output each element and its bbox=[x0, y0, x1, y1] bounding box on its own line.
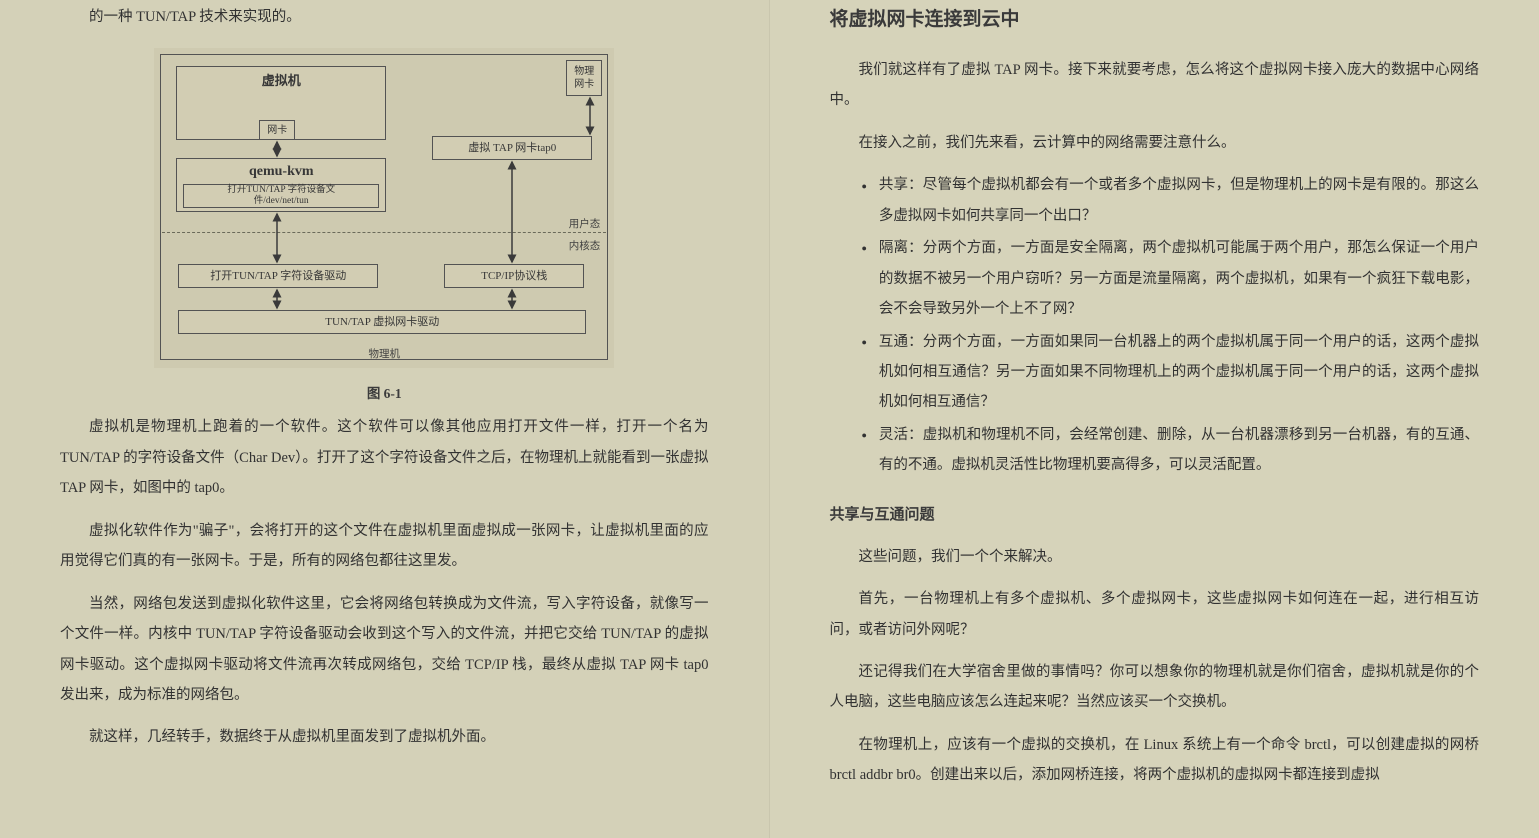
tap-nic-box: 虚拟 TAP 网卡tap0 bbox=[432, 136, 592, 160]
vm-nic-box: 网卡 bbox=[259, 120, 295, 140]
tcpip-box: TCP/IP协议栈 bbox=[444, 264, 584, 288]
figure-caption: 图 6-1 bbox=[154, 382, 614, 402]
right-p4: 首先，一台物理机上有多个虚拟机、多个虚拟网卡，这些虚拟网卡如何连在一起，进行相互… bbox=[830, 584, 1480, 645]
left-p3: 当然，网络包发送到虚拟化软件这里，它会将网络包转换成为文件流，写入字符设备，就像… bbox=[60, 589, 709, 711]
outer-label: 物理机 bbox=[154, 346, 614, 361]
left-p4: 就这样，几经转手，数据终于从虚拟机里面发到了虚拟机外面。 bbox=[60, 722, 709, 752]
right-p2: 在接入之前，我们先来看，云计算中的网络需要注意什么。 bbox=[830, 128, 1480, 158]
left-page: 的一种 TUN/TAP 技术来实现的。 物理网卡 虚拟机 网卡 qemu-kvm… bbox=[0, 0, 770, 838]
left-p2: 虚拟化软件作为"骗子"，会将打开的这个文件在虚拟机里面虚拟成一张网卡，让虚拟机里… bbox=[60, 516, 709, 577]
right-p5: 还记得我们在大学宿舍里做的事情吗？你可以想象你的物理机就是你们宿舍，虚拟机就是你… bbox=[830, 657, 1480, 718]
right-p1: 我们就这样有了虚拟 TAP 网卡。接下来就要考虑，怎么将这个虚拟网卡接入庞大的数… bbox=[830, 55, 1480, 116]
bullet-connect: 互通：分两个方面，一方面如果同一台机器上的两个虚拟机属于同一个用户的话，这两个虚… bbox=[862, 327, 1480, 418]
qemu-box: qemu-kvm 打开TUN/TAP 字符设备文件/dev/net/tun bbox=[176, 158, 386, 212]
bullet-flexible: 灵活：虚拟机和物理机不同，会经常创建、删除，从一台机器漂移到另一台机器，有的互通… bbox=[862, 420, 1480, 481]
bullet-isolate: 隔离：分两个方面，一方面是安全隔离，两个虚拟机可能属于两个用户，那怎么保证一个用… bbox=[862, 233, 1480, 324]
kernel-mode-label: 内核态 bbox=[569, 238, 601, 253]
diagram-wrapper: 物理网卡 虚拟机 网卡 qemu-kvm 打开TUN/TAP 字符设备文件/de… bbox=[154, 48, 614, 402]
subsection-title: 共享与互通问题 bbox=[830, 503, 1480, 524]
section-title: 将虚拟网卡连接到云中 bbox=[830, 4, 1480, 31]
right-page: 将虚拟网卡连接到云中 我们就这样有了虚拟 TAP 网卡。接下来就要考虑，怎么将这… bbox=[770, 0, 1539, 838]
left-p1: 虚拟机是物理机上跑着的一个软件。这个软件可以像其他应用打开文件一样，打开一个名为… bbox=[60, 412, 709, 503]
phys-nic-box: 物理网卡 bbox=[566, 60, 602, 96]
bullet-share: 共享：尽管每个虚拟机都会有一个或者多个虚拟网卡，但是物理机上的网卡是有限的。那这… bbox=[862, 170, 1480, 231]
tun-nic-driver-box: TUN/TAP 虚拟网卡驱动 bbox=[178, 310, 586, 334]
tun-char-driver-box: 打开TUN/TAP 字符设备驱动 bbox=[178, 264, 378, 288]
right-p6: 在物理机上，应该有一个虚拟的交换机，在 Linux 系统上有一个命令 brctl… bbox=[830, 730, 1480, 791]
right-p3: 这些问题，我们一个个来解决。 bbox=[830, 542, 1480, 572]
figure-6-1: 物理网卡 虚拟机 网卡 qemu-kvm 打开TUN/TAP 字符设备文件/de… bbox=[154, 48, 614, 368]
user-mode-label: 用户态 bbox=[569, 216, 601, 231]
intro-text: 的一种 TUN/TAP 技术来实现的。 bbox=[60, 2, 709, 32]
bullet-list: 共享：尽管每个虚拟机都会有一个或者多个虚拟网卡，但是物理机上的网卡是有限的。那这… bbox=[862, 170, 1480, 480]
